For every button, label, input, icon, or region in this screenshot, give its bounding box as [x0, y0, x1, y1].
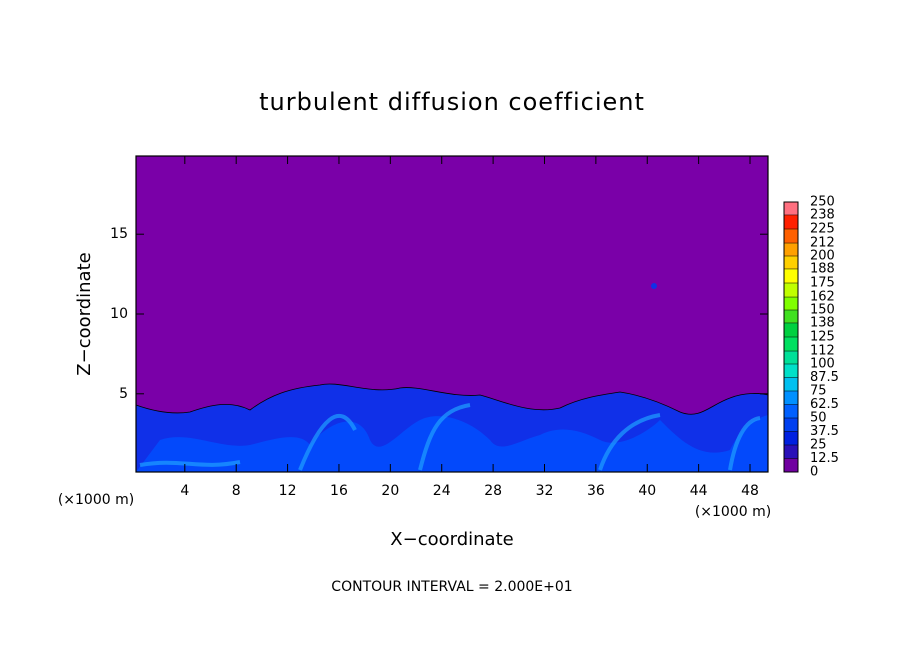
x-tick-label: 44: [690, 483, 708, 499]
colorbar-segment: [784, 445, 798, 459]
x-tick-label: 40: [638, 483, 656, 499]
x-unit: (×1000 m): [58, 492, 134, 508]
colorbar-label: 212: [810, 236, 835, 251]
colorbar-segment: [784, 214, 798, 229]
colorbar-label: 200: [810, 249, 835, 264]
x-tick-label: 32: [536, 483, 554, 499]
colorbar-segment: [784, 418, 798, 432]
x-tick-label: 36: [587, 483, 605, 499]
colorbar-label: 62.5: [810, 397, 839, 412]
colorbar-segment: [784, 229, 798, 244]
colorbar-label: 238: [810, 207, 835, 222]
field-streak: [139, 403, 761, 471]
y-axis-label: Z−coordinate: [74, 252, 95, 375]
colorbar-label: 37.5: [810, 424, 839, 439]
colorbar-segment: [784, 377, 798, 391]
colorbar-label: 125: [810, 330, 835, 345]
colorbar-segment: [784, 364, 798, 378]
colorbar-label: 250: [810, 195, 835, 210]
field-spot: [651, 283, 657, 289]
colorbar-label: 150: [810, 303, 835, 318]
footer: CONTOUR INTERVAL = 2.000E+01: [331, 579, 572, 595]
colorbar-segment: [784, 268, 798, 283]
colorbar-segment: [784, 243, 798, 256]
colorbar-label: 138: [810, 315, 835, 330]
x-tick-label: 12: [279, 483, 297, 499]
x-tick-label: 16: [330, 483, 348, 499]
colorbar-segment: [784, 431, 798, 445]
x-tick-label: 8: [232, 483, 241, 499]
colorbar-label: 225: [810, 222, 835, 237]
colorbar-segment: [784, 458, 798, 472]
colorbar-label: 112: [810, 344, 835, 359]
y-tick-label: 5: [119, 386, 128, 402]
y-tick-label: 15: [110, 226, 128, 242]
colorbar-label: 188: [810, 261, 835, 276]
colorbar-segment: [784, 322, 798, 337]
plot-area: [135, 155, 769, 473]
colorbar-segment: [784, 310, 798, 323]
x-tick-label: 48: [741, 483, 759, 499]
x-tick-label: 24: [433, 483, 451, 499]
colorbar-label: 100: [810, 357, 835, 372]
colorbar-segment: [784, 256, 798, 269]
colorbar-label: 0: [810, 465, 818, 480]
field-region: [136, 415, 768, 472]
x-axis-label: X−coordinate: [390, 529, 513, 550]
x-unit: (×1000 m): [695, 504, 771, 520]
colorbar-label: 50: [810, 411, 827, 426]
x-tick-label: 20: [381, 483, 399, 499]
y-tick-label: 10: [110, 306, 128, 322]
colorbar-label: 12.5: [810, 451, 839, 466]
colorbar-label: 25: [810, 438, 827, 453]
colorbar-segment: [784, 297, 798, 310]
colorbar-segment: [784, 202, 798, 215]
colorbar-label: 75: [810, 384, 827, 399]
colorbar-segment: [784, 404, 798, 418]
chart-title: turbulent diffusion coefficient: [259, 88, 645, 116]
x-tick-label: 28: [484, 483, 502, 499]
colorbar-label: 87.5: [810, 370, 839, 385]
colorbar-segment: [784, 337, 798, 352]
colorbar-label: 175: [810, 276, 835, 291]
x-tick-label: 4: [180, 483, 189, 499]
colorbar-segment: [784, 391, 798, 405]
colorbar-label: 162: [810, 290, 835, 305]
colorbar-segment: [784, 351, 798, 364]
colorbar-segment: [784, 283, 798, 298]
